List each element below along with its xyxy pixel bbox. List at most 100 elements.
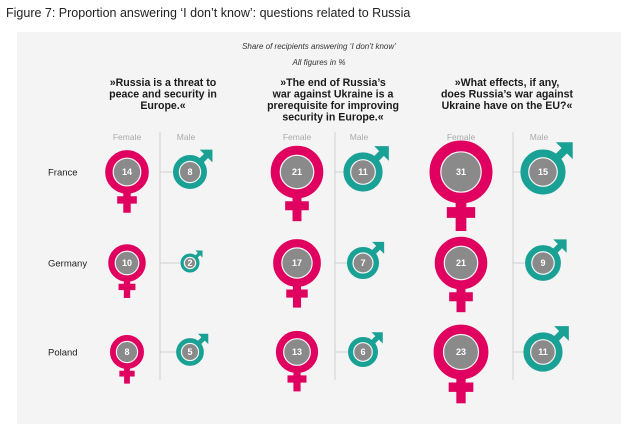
female-ring <box>433 324 489 380</box>
male-inner <box>529 158 557 186</box>
male-value-label: 11 <box>358 167 368 177</box>
female-value-label: 21 <box>292 167 302 177</box>
male-inner <box>179 161 201 183</box>
female-value-label: 31 <box>456 167 466 177</box>
female-value-label: 13 <box>292 347 302 357</box>
female-ring <box>105 150 149 194</box>
male-symbol-poland: 11 <box>523 326 569 372</box>
question-line: security in Europe.« <box>282 112 383 124</box>
female-inner <box>113 158 141 186</box>
panel-3: »What effects, if any,does Russia’s war … <box>429 77 574 404</box>
female-symbol-germany: 10 <box>108 244 146 298</box>
male-symbol-germany: 9 <box>525 239 567 281</box>
chart-subtitle: Share of recipients answering ‘I don’t k… <box>242 42 396 51</box>
male-ring <box>343 152 383 192</box>
male-arrow-head <box>555 142 573 160</box>
female-ring <box>275 330 319 374</box>
male-inner <box>351 160 375 184</box>
row-label-poland: Poland <box>48 348 78 359</box>
female-ring <box>429 140 493 204</box>
male-symbol-france: 8 <box>173 149 213 189</box>
female-symbol-germany: 17 <box>273 239 321 308</box>
male-arrow-head <box>371 332 383 344</box>
question-line: »The end of Russia’s <box>280 77 386 89</box>
male-symbol-germany: 7 <box>346 241 385 280</box>
row-label-germany: Germany <box>48 259 87 270</box>
female-inner <box>115 251 139 275</box>
question-line: prerequisite for improving <box>267 100 399 112</box>
male-inner <box>184 257 196 269</box>
question-line: war against Ukraine is a <box>272 89 394 101</box>
female-value-label: 23 <box>456 347 466 357</box>
male-arrow-head <box>553 239 567 253</box>
male-arrow-head <box>374 146 389 161</box>
female-inner <box>444 335 478 369</box>
female-ring <box>434 236 488 290</box>
question-line: Europe.« <box>140 100 185 112</box>
female-value-label: 10 <box>122 258 132 268</box>
female-inner <box>282 248 312 278</box>
female-value-label: 8 <box>124 347 129 357</box>
male-ring <box>180 253 200 273</box>
male-symbol-france: 11 <box>343 146 389 192</box>
column-label-male: Male <box>177 132 196 142</box>
female-symbol-poland: 8 <box>110 335 144 384</box>
female-symbol-germany: 21 <box>434 236 488 313</box>
male-value-label: 6 <box>360 347 365 357</box>
male-value-label: 11 <box>538 347 548 357</box>
female-symbol-france: 31 <box>429 140 493 232</box>
male-value-label: 7 <box>360 258 365 268</box>
male-inner <box>182 344 198 360</box>
female-symbol-france: 14 <box>105 150 149 213</box>
female-symbol-poland: 13 <box>275 330 319 392</box>
pictogram-chart: Share of recipients answering ‘I don’t k… <box>48 42 574 404</box>
female-inner <box>441 152 481 192</box>
column-label-female: Female <box>113 132 142 142</box>
column-label-male: Male <box>530 132 549 142</box>
male-ring <box>173 155 207 189</box>
female-ring <box>270 145 324 199</box>
female-inner <box>280 155 314 189</box>
male-value-label: 15 <box>538 167 548 177</box>
chart-panel: Share of recipients answering ‘I don’t k… <box>17 32 621 424</box>
male-inner <box>532 252 554 274</box>
male-symbol-france: 15 <box>520 142 573 195</box>
female-value-label: 17 <box>292 258 302 268</box>
row-label-france: France <box>48 168 78 179</box>
column-label-female: Female <box>283 132 312 142</box>
female-value-label: 14 <box>122 167 132 177</box>
female-symbol-france: 21 <box>270 145 324 222</box>
column-label-male: Male <box>350 132 369 142</box>
question-line: peace and security in <box>109 89 217 101</box>
female-value-label: 21 <box>456 258 466 268</box>
column-label-female: Female <box>447 132 476 142</box>
female-inner <box>284 339 310 365</box>
female-ring <box>110 335 144 369</box>
male-ring <box>346 246 380 280</box>
male-ring <box>520 149 566 195</box>
male-ring <box>525 245 561 281</box>
question-line: Ukraine have on the EU?« <box>442 100 573 112</box>
male-inner <box>531 340 555 364</box>
male-ring <box>523 332 563 372</box>
question-line: does Russia’s war against <box>441 89 574 101</box>
figure-title: Figure 7: Proportion answering ‘I don’t … <box>6 6 411 20</box>
female-ring <box>273 239 321 287</box>
female-ring <box>108 244 146 282</box>
male-value-label: 9 <box>540 258 545 268</box>
female-inner <box>116 341 138 363</box>
male-arrow-head <box>197 333 209 345</box>
male-ring <box>348 337 378 367</box>
male-arrow-head <box>554 326 569 341</box>
male-inner <box>353 253 373 273</box>
male-value-label: 5 <box>187 347 192 357</box>
male-symbol-poland: 5 <box>176 333 209 366</box>
question-line: »Russia is a threat to <box>110 77 217 89</box>
chart-note: All figures in % <box>292 58 346 67</box>
male-symbol-poland: 6 <box>348 332 383 367</box>
male-inner <box>354 343 372 361</box>
male-arrow-head <box>372 241 385 254</box>
male-value-label: 2 <box>187 258 192 268</box>
